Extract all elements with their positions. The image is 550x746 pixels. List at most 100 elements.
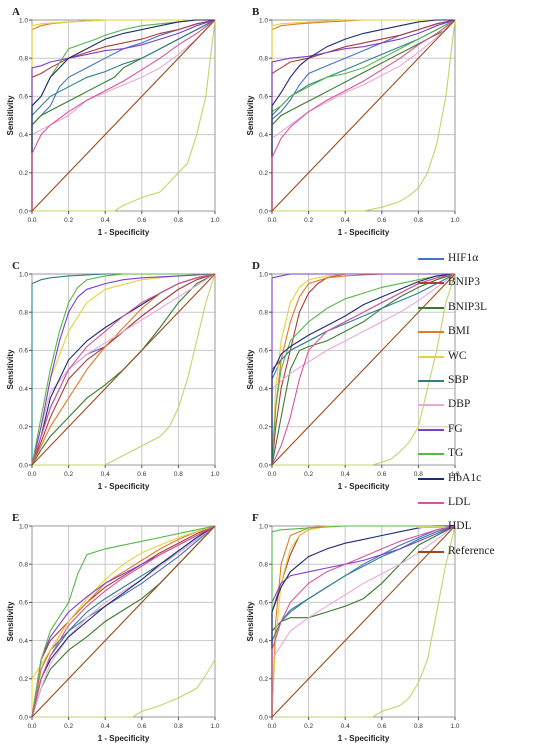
y-tick-label: 0.0: [19, 208, 28, 215]
roc-curve-reference: [271, 273, 456, 466]
roc-curve-ldl: [31, 19, 216, 211]
roc-curve-bnip3: [271, 19, 456, 211]
y-tick-label: 0.4: [19, 132, 28, 139]
roc-curve-dbp: [31, 525, 216, 718]
legend-label: HDL: [448, 520, 472, 533]
roc-curve-sbp: [271, 273, 456, 465]
x-axis-label: 1 - Specificity: [338, 734, 390, 743]
y-tick-label: 0.0: [259, 714, 268, 721]
legend-swatch: [418, 331, 444, 334]
legend-label: BNIP3L: [448, 300, 487, 313]
legend-swatch: [418, 404, 444, 407]
y-tick-label: 0.0: [259, 462, 268, 469]
x-tick-label: 0.6: [137, 217, 146, 224]
x-tick-label: 1.0: [450, 217, 459, 224]
roc-curve-ldl: [271, 525, 456, 717]
y-tick-label: 1.0: [19, 17, 28, 24]
y-tick-label: 0.0: [259, 208, 268, 215]
x-tick-label: 0.6: [137, 471, 146, 478]
roc-curve-hdl: [272, 273, 456, 466]
y-tick-label: 0.4: [259, 386, 268, 393]
legend-label: Reference: [448, 544, 495, 557]
y-tick-label: 0.2: [259, 170, 268, 177]
legend-item: LDL: [418, 494, 550, 518]
roc-curve-hdl: [32, 659, 216, 718]
legend-item: DBP: [418, 396, 550, 420]
y-tick-label: 1.0: [19, 271, 28, 278]
legend-item: FG: [418, 421, 550, 445]
legend-item: WC: [418, 348, 550, 372]
roc-curve-tg: [271, 525, 455, 717]
roc-curve-tg: [31, 525, 216, 718]
roc-curve-hba1c: [271, 273, 456, 465]
x-tick-label: 0.6: [377, 471, 386, 478]
x-tick-label: 0.2: [304, 723, 313, 730]
roc-curve-hba1c: [31, 525, 216, 718]
roc-curve-fg: [271, 273, 455, 465]
legend-label: HbA1c: [448, 471, 482, 484]
y-tick-label: 0.2: [259, 676, 268, 683]
x-tick-label: 0.4: [101, 471, 110, 478]
x-tick-label: 0.0: [267, 723, 276, 730]
roc-curve-dbp: [31, 19, 216, 211]
roc-curve-fg: [31, 19, 216, 211]
x-axis-label: 1 - Specificity: [98, 482, 150, 491]
legend-swatch: [418, 550, 444, 553]
roc-curve-ldl: [31, 273, 216, 466]
x-tick-label: 0.2: [64, 217, 73, 224]
y-tick-label: 0.2: [259, 424, 268, 431]
roc-curve-fg: [271, 19, 456, 211]
x-tick-label: 1.0: [450, 471, 459, 478]
roc-curve-ldl: [31, 525, 216, 718]
panel-label: A: [12, 6, 20, 18]
x-tick-label: 0.6: [377, 723, 386, 730]
legend-label: SBP: [448, 373, 469, 386]
legend-label: WC: [448, 349, 467, 362]
y-tick-label: 0.6: [259, 94, 268, 101]
y-tick-label: 0.4: [19, 638, 28, 645]
x-tick-label: 0.0: [267, 217, 276, 224]
x-tick-label: 0.8: [174, 217, 183, 224]
legend-swatch: [418, 501, 444, 504]
legend-label: DBP: [448, 398, 471, 411]
x-axis-label: 1 - Specificity: [338, 482, 390, 491]
legend-item: SBP: [418, 372, 550, 396]
legend-item: HIF1α: [418, 250, 550, 274]
legend-swatch: [418, 306, 444, 309]
x-tick-label: 0.0: [27, 723, 36, 730]
legend-item: BNIP3: [418, 274, 550, 298]
y-tick-label: 0.2: [19, 170, 28, 177]
x-axis-label: 1 - Specificity: [338, 228, 390, 237]
legend-label: FG: [448, 422, 463, 435]
x-tick-label: 0.8: [174, 723, 183, 730]
roc-curve-wc: [31, 19, 215, 211]
roc-curve-bnip3: [31, 525, 216, 718]
y-tick-label: 0.6: [19, 600, 28, 607]
x-tick-label: 0.4: [341, 471, 350, 478]
roc-curve-sbp: [31, 19, 216, 211]
legend-swatch: [418, 379, 444, 382]
y-tick-label: 0.6: [19, 94, 28, 101]
roc-curve-hdl: [272, 19, 456, 212]
y-tick-label: 1.0: [259, 523, 268, 530]
x-tick-label: 0.8: [174, 471, 183, 478]
roc-panel-d: 0.0 0.2 0.4 0.6 0.8 1.0 0.0 0.2 0.4 0.6 0.8 1.0 1 - …: [246, 260, 460, 491]
panel-label: E: [12, 512, 19, 524]
y-tick-label: 1.0: [259, 17, 268, 24]
roc-curve-hba1c: [271, 19, 455, 211]
roc-curve-bnip3l: [271, 273, 456, 466]
y-tick-label: 0.8: [259, 310, 268, 317]
x-tick-label: 0.0: [27, 471, 36, 478]
panel-label: D: [252, 260, 260, 272]
x-tick-label: 0.4: [341, 723, 350, 730]
legend-swatch: [418, 526, 444, 529]
roc-curve-tg: [271, 19, 456, 211]
roc-panel-f: 0.0 0.2 0.4 0.6 0.8 1.0 0.0 0.2 0.4 0.6 0.8 1.0 1 - …: [246, 512, 460, 743]
roc-curve-reference: [271, 525, 456, 718]
panel-label: F: [252, 512, 259, 524]
roc-panel-b: 0.0 0.2 0.4 0.6 0.8 1.0 0.0 0.2 0.4 0.6 0.8 1.0 1 - …: [246, 6, 460, 237]
x-tick-label: 1.0: [210, 217, 219, 224]
x-tick-label: 0.8: [414, 723, 423, 730]
x-tick-label: 0.2: [304, 217, 313, 224]
